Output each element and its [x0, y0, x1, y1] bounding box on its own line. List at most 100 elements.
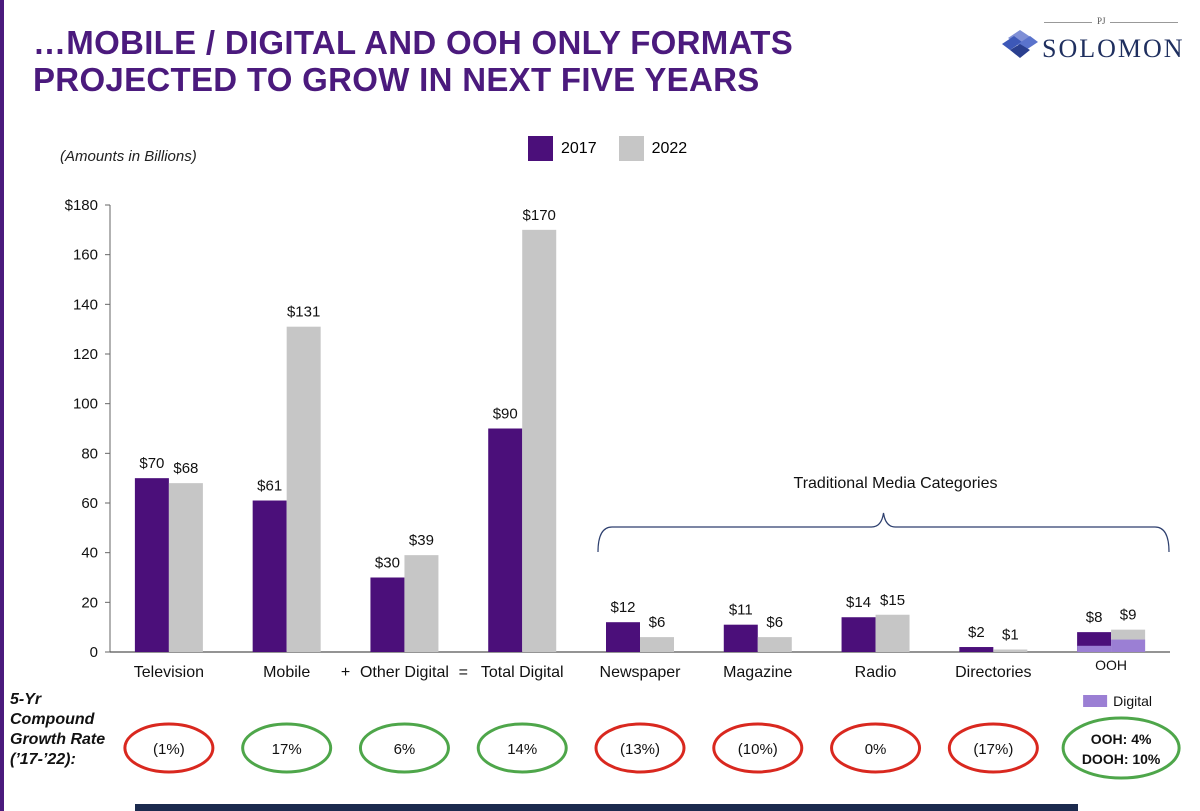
bar-2022: [993, 649, 1028, 652]
bar-2017: [959, 647, 994, 652]
logo-rule-right: [1110, 22, 1178, 23]
data-label-2022: $170: [523, 207, 556, 224]
data-label-2022: $6: [766, 614, 783, 631]
cagr-oval: [123, 722, 215, 774]
bar-2017: [488, 428, 523, 652]
traditional-media-bracket: [597, 512, 1170, 553]
bar-2022: [404, 555, 439, 652]
y-tick-label: 0: [90, 644, 98, 661]
cagr-row-label: 5-Yr Compound Growth Rate (’17-’22):: [10, 690, 105, 770]
logo-pj-text: PJ: [1097, 16, 1106, 26]
legend-swatch-digital: [1083, 695, 1108, 707]
title-line-2: PROJECTED TO GROW IN NEXT FIVE YEARS: [33, 61, 760, 98]
x-category-label: Mobile: [263, 664, 310, 681]
x-category-label: Newspaper: [600, 664, 682, 681]
cagr-value: (13%): [620, 741, 660, 758]
logo-mark-icon: [1002, 30, 1038, 58]
bar-2022: [875, 614, 910, 652]
legend-swatch-2017: [528, 136, 553, 161]
cagr-value: OOH: 4%: [1091, 731, 1152, 747]
data-label-2017: $70: [139, 455, 164, 472]
x-category-label: Directories: [955, 664, 1031, 681]
cagr-value: 6%: [394, 741, 416, 758]
data-label-2022: $9: [1120, 607, 1137, 624]
cagr-value: (1%): [153, 741, 185, 758]
pj-solomon-logo: PJ SOLOMON: [1000, 16, 1185, 63]
x-category-label: Other Digital: [360, 664, 449, 681]
plus-operator: +: [341, 664, 350, 681]
y-tick-label: $180: [65, 197, 98, 214]
amounts-note: (Amounts in Billions): [60, 148, 197, 165]
footer-bar: [135, 804, 1078, 811]
cagr-label-line: Compound: [10, 711, 95, 728]
cagr-label-line: 5-Yr: [10, 691, 42, 708]
x-category-label: Magazine: [723, 664, 792, 681]
x-category-label: OOH: [1095, 657, 1127, 673]
cagr-value: DOOH: 10%: [1082, 751, 1161, 767]
cagr-oval: [358, 722, 450, 774]
cagr-oval: [594, 722, 686, 774]
x-category-label: Total Digital: [481, 664, 564, 681]
cagr-label-line: (’17-’22):: [10, 751, 76, 768]
left-accent-bar: [0, 0, 4, 811]
data-label-2022: $1: [1002, 627, 1019, 644]
y-tick-label: 40: [81, 545, 98, 562]
bar-2022: [168, 483, 203, 652]
cagr-value: 14%: [507, 741, 537, 758]
legend-swatch-2022: [618, 136, 644, 161]
bar-2017: [723, 624, 758, 652]
bracket-label: Traditional Media Categories: [794, 475, 998, 492]
x-category-label: Radio: [855, 664, 897, 681]
data-label-2022: $6: [649, 614, 666, 631]
data-label-2017: $11: [729, 602, 753, 619]
bar-2017: [606, 622, 640, 652]
data-label-2022: $15: [880, 592, 905, 609]
cagr-value: 0%: [865, 741, 887, 758]
page-title: …MOBILE / DIGITAL AND OOH ONLY FORMATS P…: [33, 24, 793, 98]
logo-rule-left: [1044, 22, 1092, 23]
legend-item-2022: 2022: [618, 136, 688, 161]
bar-2022: [522, 229, 557, 653]
bar-2017: [252, 500, 287, 652]
cagr-value: 17%: [272, 741, 302, 758]
cagr-oval: [476, 722, 568, 774]
legend-item-2017: 2017: [528, 136, 597, 161]
y-tick-label: 100: [73, 396, 98, 413]
data-label-2017: $30: [375, 555, 400, 572]
cagr-value: (17%): [973, 741, 1013, 758]
equals-operator: =: [459, 664, 468, 681]
logo-wordmark: SOLOMON: [1042, 34, 1185, 63]
bar-2022: [757, 637, 792, 652]
data-label-2017: $14: [846, 594, 871, 611]
data-label-2017: $61: [257, 478, 282, 495]
y-tick-label: 60: [81, 495, 98, 512]
bar-ooh-digital-2017: [1077, 645, 1112, 652]
y-tick-label: 140: [73, 296, 98, 313]
cagr-oval: [712, 722, 804, 774]
title-line-1: …MOBILE / DIGITAL AND OOH ONLY FORMATS: [33, 24, 794, 61]
data-label-2017: $12: [610, 599, 635, 616]
bar-2017: [134, 478, 169, 652]
data-label-2017: $2: [968, 624, 985, 641]
legend-label-2017: 2017: [561, 139, 597, 157]
data-label-2022: $68: [173, 460, 198, 477]
y-tick-label: 20: [81, 594, 98, 611]
y-tick-label: 80: [81, 445, 98, 462]
legend-label-2022: 2022: [651, 139, 688, 157]
cagr-label-line: Growth Rate: [10, 731, 106, 748]
cagr-oval: [1061, 716, 1181, 780]
y-tick-label: 160: [73, 247, 98, 264]
chart-legend: 2017 2022: [528, 136, 709, 161]
y-tick-label: 120: [73, 346, 98, 363]
cagr-value: (10%): [738, 741, 778, 758]
cagr-oval: [241, 722, 333, 774]
data-label-2022: $39: [409, 532, 434, 549]
data-label-2022: $131: [287, 304, 320, 321]
bar-2017: [370, 577, 405, 652]
bar-2017: [841, 617, 876, 652]
data-label-2017: $90: [493, 406, 518, 423]
cagr-oval: [830, 722, 922, 774]
data-label-2017: $8: [1086, 609, 1103, 626]
bar-ooh-digital-2022: [1111, 639, 1146, 652]
